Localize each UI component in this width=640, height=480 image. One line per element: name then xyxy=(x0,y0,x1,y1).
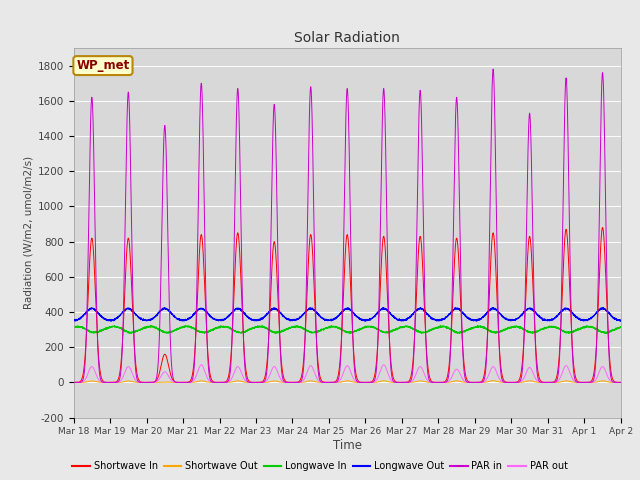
Legend: Shortwave In, Shortwave Out, Longwave In, Longwave Out, PAR in, PAR out: Shortwave In, Shortwave Out, Longwave In… xyxy=(68,457,572,475)
Text: WP_met: WP_met xyxy=(76,59,129,72)
Title: Solar Radiation: Solar Radiation xyxy=(294,32,400,46)
Y-axis label: Radiation (W/m2, umol/m2/s): Radiation (W/m2, umol/m2/s) xyxy=(24,156,33,310)
X-axis label: Time: Time xyxy=(333,439,362,452)
